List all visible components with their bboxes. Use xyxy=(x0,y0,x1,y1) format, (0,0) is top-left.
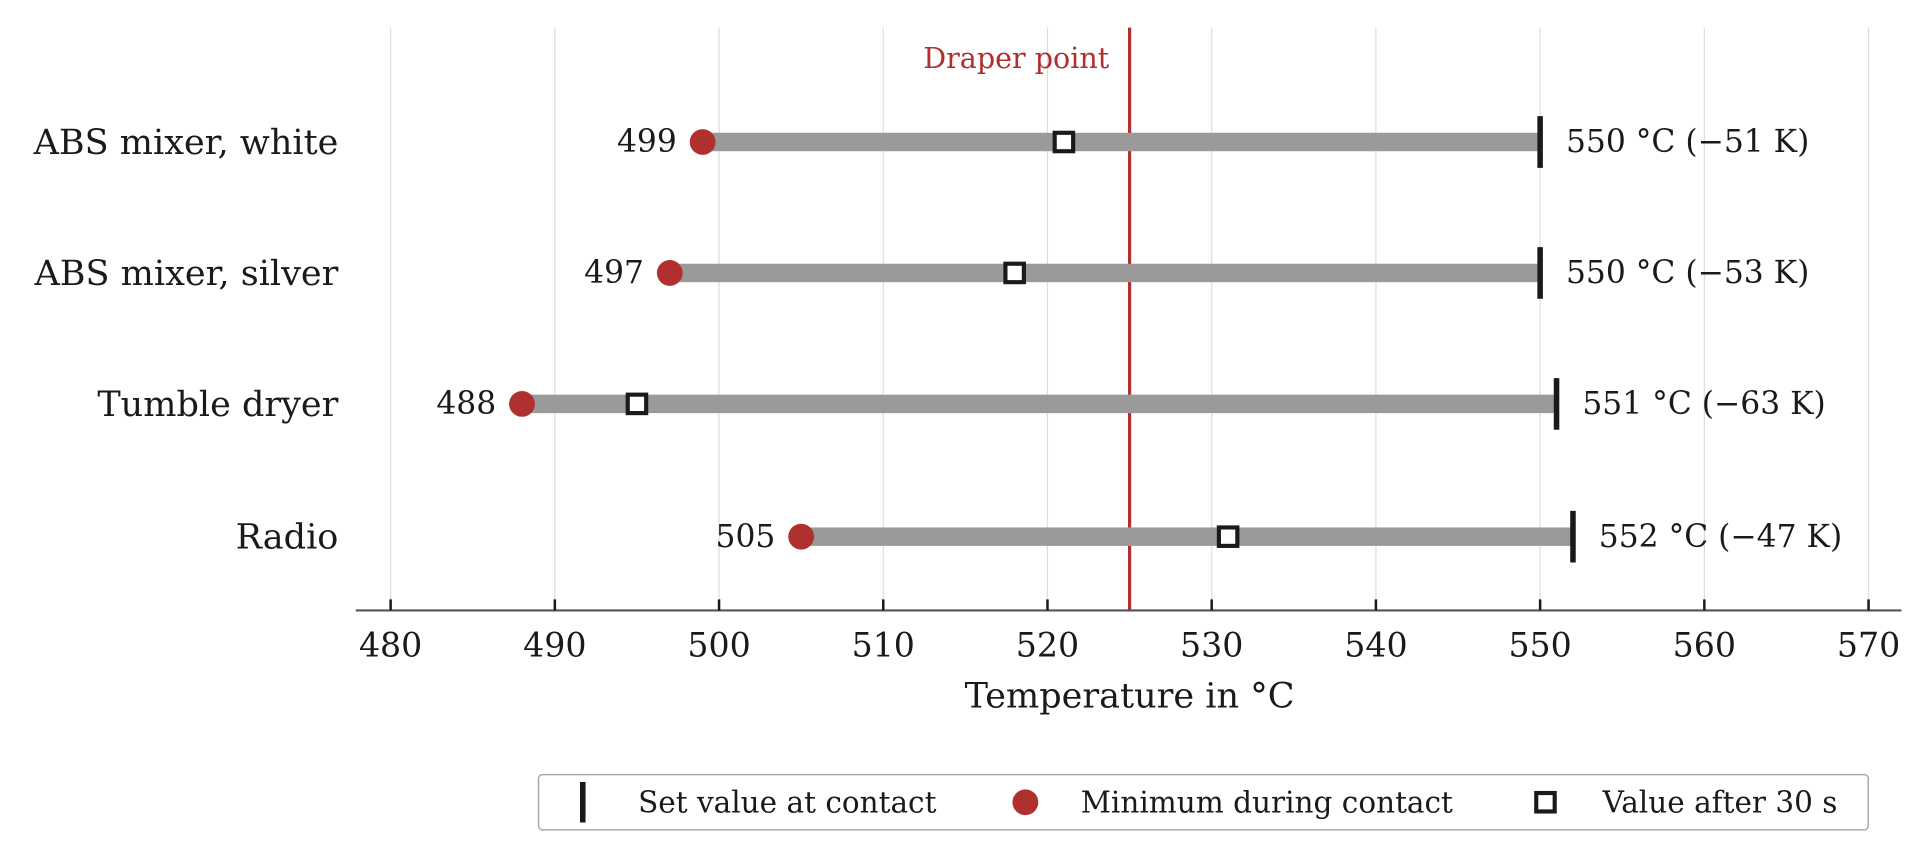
draper-point-label: Draper point xyxy=(923,41,1110,75)
category-label: ABS mixer, white xyxy=(33,122,339,163)
category-label: ABS mixer, silver xyxy=(34,253,339,294)
min-value-label: 488 xyxy=(436,386,496,422)
category-label: Tumble dryer xyxy=(97,384,338,425)
after-30s-marker xyxy=(625,392,649,416)
x-tick-label-500: 500 xyxy=(687,626,750,665)
legend-box xyxy=(537,773,1869,831)
range-bar xyxy=(669,263,1541,283)
min-value-label: 505 xyxy=(716,519,776,555)
legend-after-marker xyxy=(1534,790,1557,814)
row-2: Tumble dryer 488 551 °C (−63 K) xyxy=(97,378,1826,430)
after-30s-marker xyxy=(1052,130,1076,154)
x-tick-label-550: 550 xyxy=(1508,626,1571,665)
x-tick-label-540: 540 xyxy=(1344,626,1407,665)
set-value-label: 550 °C (−51 K) xyxy=(1566,124,1809,160)
x-tick-label-530: 530 xyxy=(1180,626,1243,665)
set-value-label: 551 °C (−63 K) xyxy=(1582,386,1825,422)
legend-after-label: Value after 30 s xyxy=(1602,785,1838,819)
legend-set-label: Set value at contact xyxy=(638,785,936,819)
legend: Set value at contact Minimum during cont… xyxy=(537,773,1869,831)
set-value-label: 550 °C (−53 K) xyxy=(1566,255,1809,291)
min-value-label: 499 xyxy=(617,124,677,160)
min-marker xyxy=(788,523,815,550)
rows-layer: ABS mixer, white 499 550 °C (−51 K)ABS mix… xyxy=(33,116,1842,563)
x-axis: 480 490 500 510 520 530 540 550 560 570 xyxy=(355,599,1902,665)
x-tick-label-520: 520 xyxy=(1016,626,1079,665)
x-tick-label-510: 510 xyxy=(852,626,915,665)
row-0: ABS mixer, white 499 550 °C (−51 K) xyxy=(33,116,1809,168)
range-bar xyxy=(521,394,1557,414)
legend-min-marker xyxy=(1012,789,1039,816)
category-label: Radio xyxy=(236,517,339,558)
set-value-label: 552 °C (−47 K) xyxy=(1599,519,1842,555)
row-1: ABS mixer, silver 497 550 °C (−53 K) xyxy=(34,247,1809,299)
row-3: Radio 505 552 °C (−47 K) xyxy=(236,510,1842,563)
x-tick-label-560: 560 xyxy=(1673,626,1736,665)
range-bar xyxy=(801,527,1573,546)
min-marker xyxy=(509,390,535,417)
grid-layer xyxy=(390,27,1870,611)
range-bar xyxy=(702,132,1541,152)
min-value-label: 497 xyxy=(584,255,644,291)
x-tick-label-490: 490 xyxy=(523,626,586,665)
x-tick-label-480: 480 xyxy=(359,626,422,665)
after-30s-marker xyxy=(1216,525,1240,548)
legend-min-label: Minimum during contact xyxy=(1081,785,1453,819)
reference-layer: Draper point xyxy=(923,27,1132,611)
min-marker xyxy=(656,260,683,286)
min-marker xyxy=(689,129,716,155)
after-30s-marker xyxy=(1003,261,1026,285)
x-axis-label: Temperature in °C xyxy=(965,675,1295,716)
x-tick-label-570: 570 xyxy=(1837,626,1900,665)
